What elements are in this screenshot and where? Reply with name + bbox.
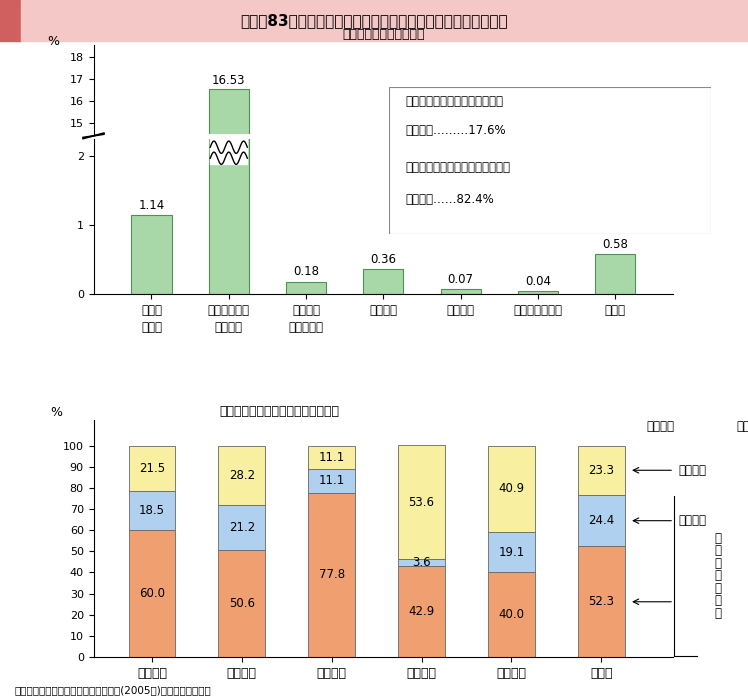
Text: 23.3: 23.3 [588,463,614,477]
Bar [595,254,635,294]
Text: 予定なし: 予定なし [678,463,707,477]
Title: （販売農家の取組状況）: （販売農家の取組状況） [342,29,425,41]
Text: 販売農家………17.6%: 販売農家………17.6% [405,124,506,137]
Text: 24.4: 24.4 [588,514,614,527]
Bar [518,454,558,455]
Bar [488,572,535,657]
Text: 28.2: 28.2 [229,469,255,482]
Bar [488,532,535,572]
Bar [364,447,403,455]
Bar [286,452,326,455]
Bar [209,0,249,294]
Text: 予定なし: 予定なし [737,420,748,433]
Bar [0,0,21,41]
Bar [132,215,171,294]
Text: 50.6: 50.6 [229,597,255,610]
Text: 77.8: 77.8 [319,568,345,582]
Bar [578,547,625,657]
Text: 40.9: 40.9 [498,482,524,496]
Text: 40.0: 40.0 [498,608,524,621]
Text: 農業生産関連事業を行っている: 農業生産関連事業を行っている [405,95,503,108]
Text: 21.2: 21.2 [229,521,255,534]
Text: 図３－83　販売農家と農業法人の農業生産関連事業の取組状況: 図３－83 販売農家と農業法人の農業生産関連事業の取組状況 [240,13,508,28]
Bar [441,289,481,294]
Text: 取組予定: 取組予定 [646,420,675,433]
Bar [488,446,535,532]
Bar [129,531,175,657]
Text: 18.5: 18.5 [139,504,165,517]
Bar [218,446,265,505]
Bar [595,442,635,455]
Bar [129,491,175,531]
Bar [398,559,445,566]
Text: 0.07: 0.07 [447,273,473,286]
Bar [308,469,355,493]
Text: 42.9: 42.9 [408,605,435,618]
Text: 53.6: 53.6 [408,496,435,509]
Bar [129,446,175,491]
Text: 11.1: 11.1 [319,475,345,487]
Text: 11.1: 11.1 [319,451,345,464]
Text: 52.3: 52.3 [588,596,614,608]
Text: %: % [47,35,59,48]
Bar [308,446,355,469]
Text: 0.18: 0.18 [293,265,319,278]
Bar [578,446,625,495]
Text: 19.1: 19.1 [498,546,524,559]
Bar [209,89,249,455]
Text: 取
り
組
ん
で
い
る: 取 り 組 ん で い る [714,532,722,620]
FancyBboxPatch shape [389,87,711,234]
Text: 0.04: 0.04 [525,275,551,288]
Text: 21.5: 21.5 [139,462,165,475]
Text: 資料：農林水産省「農林業センサス」(2005年)、農林水産省調べ: 資料：農林水産省「農林業センサス」(2005年)、農林水産省調べ [15,686,212,696]
Text: 60.0: 60.0 [139,587,165,600]
Bar [364,269,403,294]
Title: （農業法人の主位部門別取組状況）: （農業法人の主位部門別取組状況） [219,405,339,418]
Bar [218,550,265,657]
Text: 農業生産関連事業を行っていない: 農業生産関連事業を行っていない [405,161,510,174]
Text: 1.14: 1.14 [138,199,165,212]
Bar [218,505,265,550]
Bar [398,445,445,559]
Text: 販売農家……82.4%: 販売農家……82.4% [405,193,494,206]
Bar [518,291,558,294]
Text: %: % [50,406,62,419]
Text: 0.36: 0.36 [370,253,396,266]
Bar [286,282,326,294]
Bar [308,493,355,657]
Bar [441,454,481,455]
Text: 0.58: 0.58 [602,238,628,251]
Bar [132,430,171,455]
Text: 3.6: 3.6 [412,556,431,569]
Text: 16.53: 16.53 [212,74,245,87]
Bar [578,495,625,547]
Bar [398,566,445,657]
Text: 取組予定: 取組予定 [678,514,707,527]
